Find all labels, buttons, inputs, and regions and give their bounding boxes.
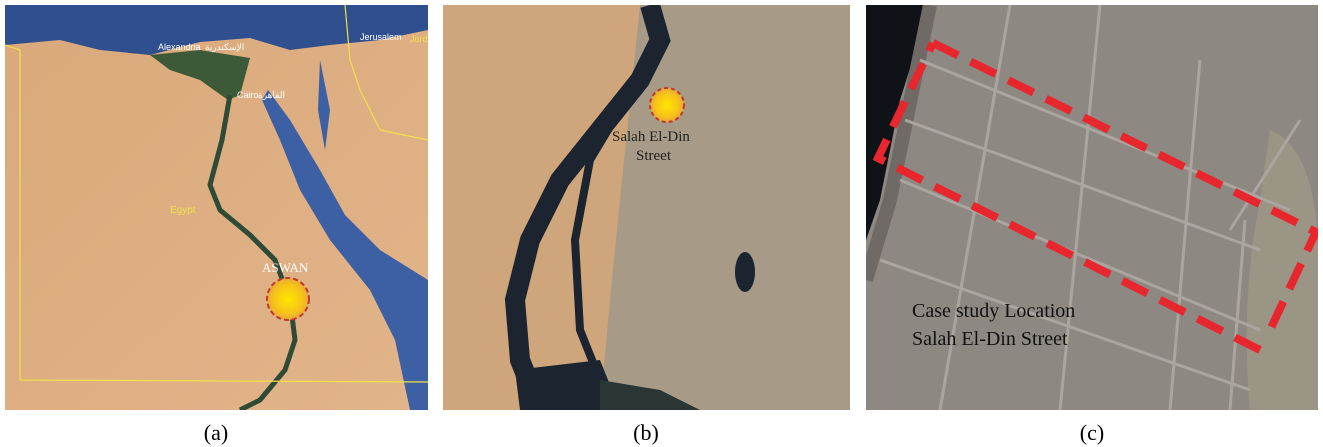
- label: Street: [636, 148, 672, 164]
- panel-b-map: Salah El-Din Street: [443, 5, 850, 410]
- figure: Alexandria الإسكندرية Cairo القاهرة Jeru…: [0, 0, 1323, 447]
- location-marker: [650, 88, 684, 122]
- lake: [735, 252, 755, 292]
- panel-a-map: Alexandria الإسكندرية Cairo القاهرة Jeru…: [5, 5, 428, 410]
- caption: (c): [1080, 420, 1104, 445]
- label: Salah El-Din Street: [912, 328, 1068, 350]
- caption: (a): [204, 420, 228, 445]
- label: Jord: [410, 34, 428, 44]
- label: Cairo: [237, 90, 259, 100]
- panel-c-map: Case study Location Salah El-Din Street: [866, 5, 1318, 410]
- label: Alexandria: [158, 42, 201, 52]
- aswan-marker: [267, 278, 309, 320]
- label: Jerusalem: [360, 32, 402, 42]
- label: الإسكندرية: [205, 42, 244, 53]
- label: ASWAN: [262, 260, 309, 275]
- label: Case study Location: [912, 300, 1075, 322]
- label: Salah El-Din: [612, 129, 690, 145]
- label: Egypt: [170, 205, 196, 216]
- label: القاهرة: [258, 90, 285, 101]
- caption: (b): [633, 420, 659, 445]
